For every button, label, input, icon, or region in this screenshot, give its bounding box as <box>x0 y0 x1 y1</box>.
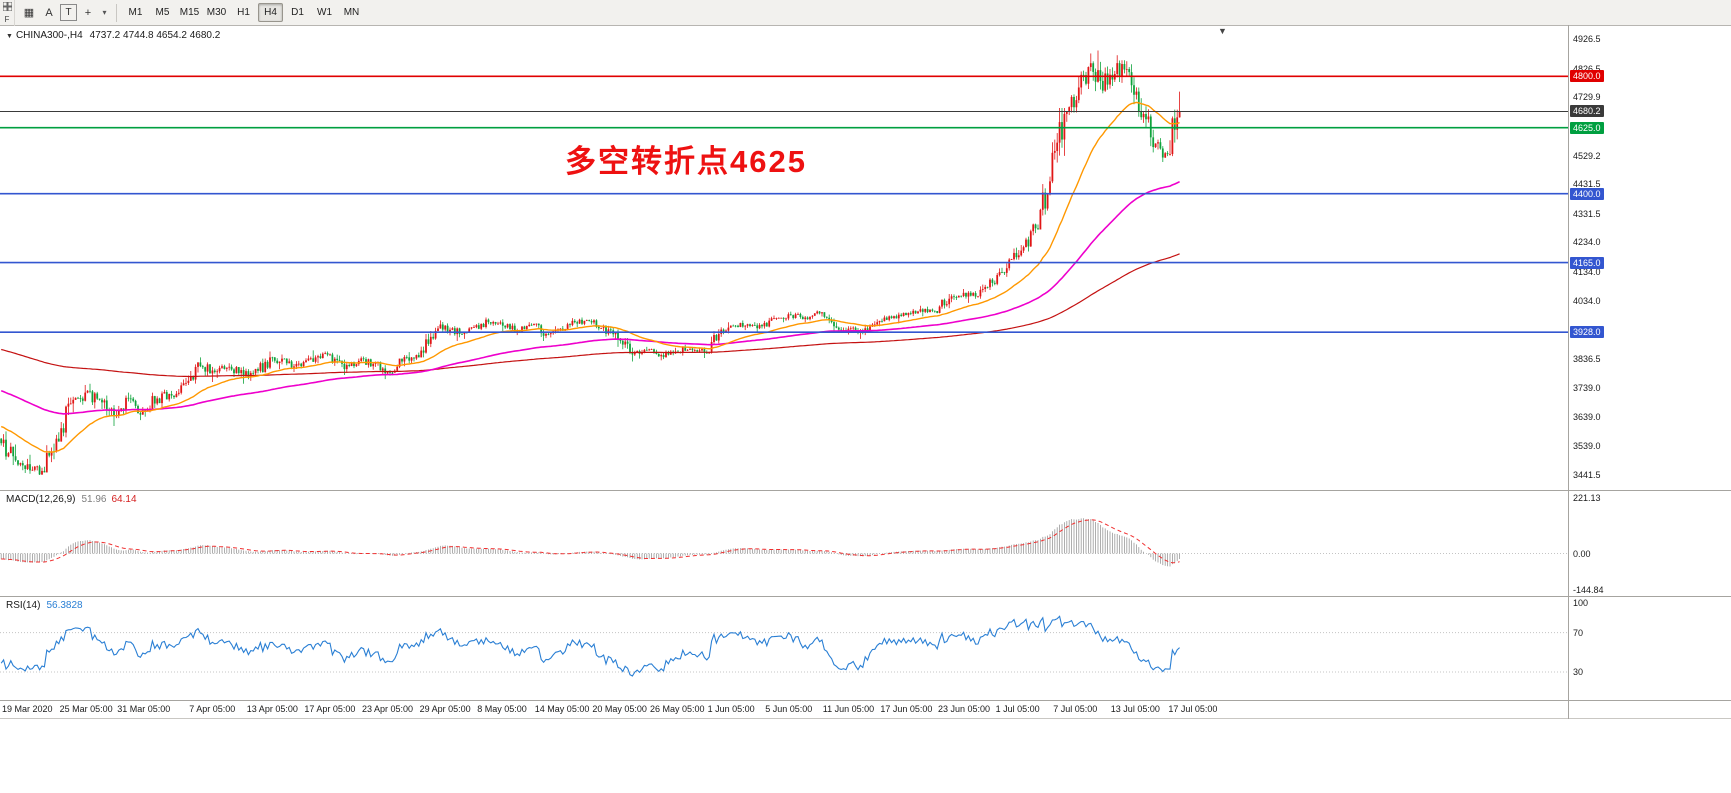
axis-bottom-line <box>0 718 1731 719</box>
price-axis-label: 3639.0 <box>1573 411 1601 422</box>
timeframe-button-d1[interactable]: D1 <box>291 7 304 18</box>
rsi-value: 56.3828 <box>46 600 83 611</box>
macd-panel[interactable] <box>0 491 1568 596</box>
timeframe-button-w1[interactable]: W1 <box>317 7 332 18</box>
price-axis-label: 3739.0 <box>1573 382 1601 393</box>
bid-price-badge: 4680.2 <box>1570 105 1604 118</box>
timeframe-button-m30[interactable]: M30 <box>206 7 227 18</box>
time-axis-label: 23 Jun 05:00 <box>938 704 991 714</box>
price-axis-label: 4826.5 <box>1573 63 1601 74</box>
price-axis-label: 4926.5 <box>1573 34 1601 45</box>
time-axis-label: 23 Apr 05:00 <box>362 704 414 714</box>
time-axis-label: 25 Mar 05:00 <box>59 704 113 714</box>
macd-main-value: 51.96 <box>81 494 107 505</box>
candlestick-chart[interactable] <box>0 25 1568 490</box>
rsi-axis[interactable]: 100 70 30 <box>1569 597 1731 700</box>
time-axis-label: 26 May 05:00 <box>650 704 705 714</box>
symbol-triangle-icon[interactable]: ▼ <box>6 33 13 40</box>
price-axis-label: 4134.0 <box>1573 266 1601 277</box>
panel-separator[interactable] <box>0 490 1731 491</box>
rsi-label: RSI(14) <box>6 600 41 611</box>
price-axis-label: 3539.0 <box>1573 441 1601 452</box>
text-tool-button[interactable]: T <box>60 4 77 21</box>
level-price-badge: 3928.0 <box>1570 326 1604 339</box>
rsi-axis-label: 70 <box>1573 627 1584 638</box>
toolbar: F ▦ A T + ▾ M1 M5 M15 M30 H1 H4 D1 W1 MN <box>0 0 1731 26</box>
price-axis-label: 4729.9 <box>1573 91 1601 102</box>
time-axis-label: 7 Apr 05:00 <box>189 704 236 714</box>
panel-separator[interactable] <box>0 596 1731 597</box>
price-axis-label: 4431.5 <box>1573 179 1601 190</box>
price-axis-label: 4034.0 <box>1573 296 1601 307</box>
time-axis-label: 8 May 05:00 <box>477 704 527 714</box>
crosshair-tool-button[interactable]: + <box>84 6 92 19</box>
rsi-panel[interactable] <box>0 597 1568 700</box>
timeframe-button-h4[interactable]: H4 <box>258 3 283 22</box>
window-grid-icon[interactable] <box>2 1 12 11</box>
time-axis-label: 20 May 05:00 <box>592 704 647 714</box>
level-price-badge: 4165.0 <box>1570 256 1604 269</box>
toolbar-separator <box>116 3 117 22</box>
tools-dropdown-icon[interactable]: ▾ <box>102 8 107 17</box>
macd-axis-label: 0.00 <box>1573 548 1591 559</box>
time-axis-label: 17 Jul 05:00 <box>1168 704 1218 714</box>
timeframe-button-m1[interactable]: M1 <box>128 7 143 18</box>
timeframe-button-h1[interactable]: H1 <box>237 7 250 18</box>
rsi-header: RSI(14) 56.3828 <box>6 600 83 611</box>
timeframe-button-m5[interactable]: M5 <box>155 7 170 18</box>
time-axis-label: 11 Jun 05:00 <box>822 704 875 714</box>
level-price-badge: 4400.0 <box>1570 187 1604 200</box>
level-price-badge: 4800.0 <box>1570 70 1604 83</box>
symbol-period-label: CHINA300-,H4 <box>15 30 83 41</box>
panel-separator <box>0 700 1731 701</box>
timeframe-toolbar: M1 M5 M15 M30 H1 H4 D1 W1 MN <box>122 3 365 22</box>
charts-grid-icon[interactable]: ▦ <box>23 7 35 19</box>
time-axis-label: 5 Jun 05:00 <box>765 704 813 714</box>
price-axis-label: 3441.5 <box>1573 469 1601 480</box>
price-axis[interactable]: 4926.54826.54729.94631.54529.24431.54331… <box>1569 25 1731 700</box>
price-axis-label: 4234.0 <box>1573 237 1601 248</box>
price-axis-label: 4331.5 <box>1573 208 1601 219</box>
macd-signal-value: 64.14 <box>111 494 137 505</box>
time-axis-label: 13 Apr 05:00 <box>246 704 298 714</box>
price-axis-label: 4529.2 <box>1573 150 1601 161</box>
chart-annotation-text[interactable]: 多空转折点4625 <box>565 144 807 179</box>
time-axis-label: 14 May 05:00 <box>534 704 590 714</box>
price-axis-label: 3836.5 <box>1573 354 1601 364</box>
annotation-tool-button[interactable]: A <box>45 6 53 19</box>
left-rail-label: F <box>4 14 10 24</box>
chart-header: ▼ CHINA300-,H4 4737.2 4744.8 4654.2 4680.2 <box>6 30 220 41</box>
toolbar-left-rail: F <box>0 0 15 26</box>
price-axis-border <box>1568 25 1569 719</box>
macd-label: MACD(12,26,9) <box>6 494 76 505</box>
timeframe-button-mn[interactable]: MN <box>343 7 360 18</box>
time-axis-label: 1 Jun 05:00 <box>707 704 755 714</box>
timeframe-button-m15[interactable]: M15 <box>179 7 200 18</box>
macd-axis-label: -144.84 <box>1573 584 1604 595</box>
rsi-axis-label: 100 <box>1573 598 1589 608</box>
macd-axis[interactable]: 221.13 0.00 -144.84 <box>1569 491 1731 596</box>
chart-shift-marker-icon[interactable]: ▼ <box>1218 26 1227 36</box>
time-axis-label: 31 Mar 05:00 <box>117 704 171 714</box>
macd-header: MACD(12,26,9) 51.96 64.14 <box>6 494 137 505</box>
macd-axis-label: 221.13 <box>1573 493 1601 504</box>
time-axis-label: 29 Apr 05:00 <box>419 704 471 714</box>
time-axis-label: 17 Jun 05:00 <box>880 704 933 714</box>
ohlc-values: 4737.2 4744.8 4654.2 4680.2 <box>89 30 221 41</box>
time-axis-label: 19 Mar 2020 <box>2 704 53 714</box>
toolbar-tools: ▦ A T + ▾ <box>19 3 111 23</box>
time-axis-label: 17 Apr 05:00 <box>304 704 356 714</box>
time-axis-label: 7 Jul 05:00 <box>1053 704 1098 714</box>
time-axis-label: 13 Jul 05:00 <box>1110 704 1160 714</box>
time-axis-label: 1 Jul 05:00 <box>995 704 1040 714</box>
rsi-axis-label: 30 <box>1573 667 1584 678</box>
time-axis[interactable]: 19 Mar 2020 25 Mar 05:00 31 Mar 05:00 7 Apr… <box>0 701 1568 718</box>
level-price-badge: 4625.0 <box>1570 121 1604 134</box>
